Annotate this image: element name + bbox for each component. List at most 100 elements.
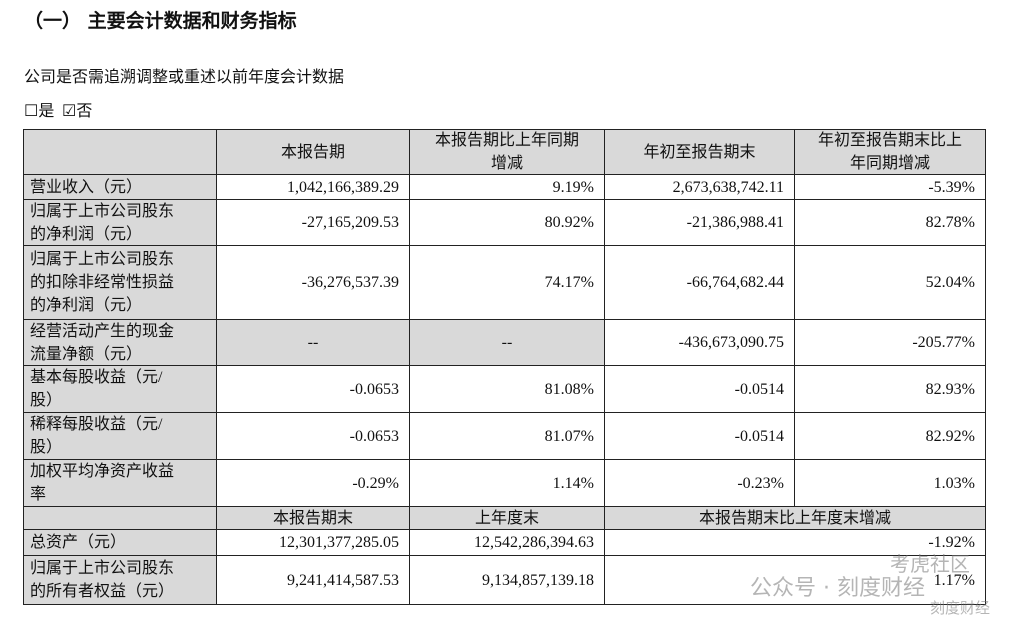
cell-text: 的净利润（元） [30,225,143,243]
cell-text: -0.0514 [734,427,784,445]
cell-text: 80.92% [544,214,594,231]
table-cell: -- [216,319,410,366]
table-cell: 年初至报告期末 [604,129,795,175]
table-cell: 82.92% [794,412,986,460]
watermark: 公众号 · 刻度财经 [750,576,925,601]
cell-text: 率 [30,486,47,503]
cell-text: 归属于上市公司股东 [30,560,175,577]
table-cell: 稀释每股收益（元/股） [23,412,217,460]
table-cell: 总资产（元） [23,529,217,556]
cell-text: 9,241,414,587.53 [287,571,399,589]
table-cell: 本报告期末比上年度末增减 [604,506,986,530]
table-cell: -0.0514 [604,412,795,460]
table-cell [23,129,217,175]
table-cell [23,506,217,530]
cell-text: 9,134,857,139.18 [482,571,594,589]
cell-text: 流量净额（元） [30,345,143,363]
cell-text: 年同期增减 [849,155,930,172]
cell-text: 的扣除非经常性损益 [30,274,175,291]
table-cell: 81.08% [409,365,605,413]
option: ☐是 [24,103,55,120]
cell-text: 81.08% [544,380,594,398]
table-cell: 2,673,638,742.11 [604,174,795,200]
cell-text: 年初至报告期末 [643,143,756,161]
table-cell: 9,134,857,139.18 [409,555,605,605]
table-cell: -66,764,682.44 [604,245,795,320]
table-cell: -- [409,319,605,366]
cell-text: -1.92% [928,534,975,551]
watermark: 考虎社区 [890,552,970,576]
cell-text: 股） [30,439,63,456]
table-cell: 1.14% [409,459,605,507]
table-cell: -36,276,537.39 [216,245,410,320]
cell-text: -21,386,988.41 [686,214,784,231]
table-cell: 营业收入（元） [23,174,217,200]
cell-text: 81.07% [544,427,594,445]
option: ☑否 [62,103,93,120]
table-cell: -0.0653 [216,365,410,413]
table-cell: 82.78% [794,199,986,246]
cell-text: 上年度末 [474,509,539,527]
cell-text: -0.0514 [734,380,784,398]
cell-text: 12,542,286,394.63 [474,534,594,551]
cell-text: -0.0653 [349,380,399,398]
table-cell: 基本每股收益（元/股） [23,365,217,413]
cell-text: 74.17% [544,274,594,291]
cell-text: 9.19% [552,178,594,196]
cell-text: 增减 [490,155,523,172]
watermark: 刻度财经 [930,599,991,617]
cell-text: -66,764,682.44 [686,274,784,291]
section-title: （一） 主要会计数据和财务指标 [24,10,297,32]
cell-text: 营业收入（元） [30,178,143,196]
cell-text: -0.23% [737,474,784,492]
table-cell: 上年度末 [409,506,605,530]
cell-text: 经营活动产生的现金 [30,322,175,340]
table-cell: -5.39% [794,174,986,200]
cell-text: 1,042,166,389.29 [287,178,399,196]
cell-text: -0.0653 [349,427,399,445]
table-cell: 9,241,414,587.53 [216,555,410,605]
table-cell: 归属于上市公司股东 的扣除非经常性损益 的净利润（元） [23,245,217,320]
cell-text: -36,276,537.39 [301,274,399,291]
cell-text: 本报告期比上年同期 [434,132,579,149]
table-cell: 81.07% [409,412,605,460]
cell-text: 1.17% [933,571,975,589]
table-cell: 80.92% [409,199,605,246]
cell-text: 的净利润（元） [30,297,143,314]
table-cell: 52.04% [794,245,986,320]
table-cell: 加权平均净资产收益率 [23,459,217,507]
cell-text: 加权平均净资产收益 [30,463,175,480]
cell-text: -- [501,334,513,351]
table-cell: -0.0514 [604,365,795,413]
table-cell: -27,165,209.53 [216,199,410,246]
table-cell: 本报告期比上年同期 增减 [409,129,605,175]
table-cell: 9.19% [409,174,605,200]
table-cell: -21,386,988.41 [604,199,795,246]
table-cell: -0.23% [604,459,795,507]
table-cell: 82.93% [794,365,986,413]
table-cell: 年初至报告期末比上 年同期增减 [794,129,986,175]
table-cell: 12,542,286,394.63 [409,529,605,556]
table-cell: 12,301,377,285.05 [216,529,410,556]
cell-text: -- [307,334,319,351]
cell-text: 82.78% [925,214,975,231]
cell-text: 归属于上市公司股东 [30,202,175,220]
table-cell: 归属于上市公司股东 的净利润（元） [23,199,217,246]
cell-text: 1.14% [552,474,594,492]
table-cell: 1.17% [604,555,986,605]
table-cell: -436,673,090.75 [604,319,795,366]
table-cell: -0.0653 [216,412,410,460]
cell-text: -5.39% [928,178,975,196]
cell-text: 稀释每股收益（元/ [30,416,163,433]
cell-text: 归属于上市公司股东 [30,251,175,268]
cell-text: 总资产（元） [30,534,127,551]
cell-text: 82.93% [925,380,975,398]
cell-text: -27,165,209.53 [301,214,399,231]
table-cell: 1,042,166,389.29 [216,174,410,200]
cell-text: 基本每股收益（元/ [30,369,163,386]
table-cell: 1.03% [794,459,986,507]
cell-text: 股） [30,392,63,409]
cell-text: 82.92% [925,427,975,445]
